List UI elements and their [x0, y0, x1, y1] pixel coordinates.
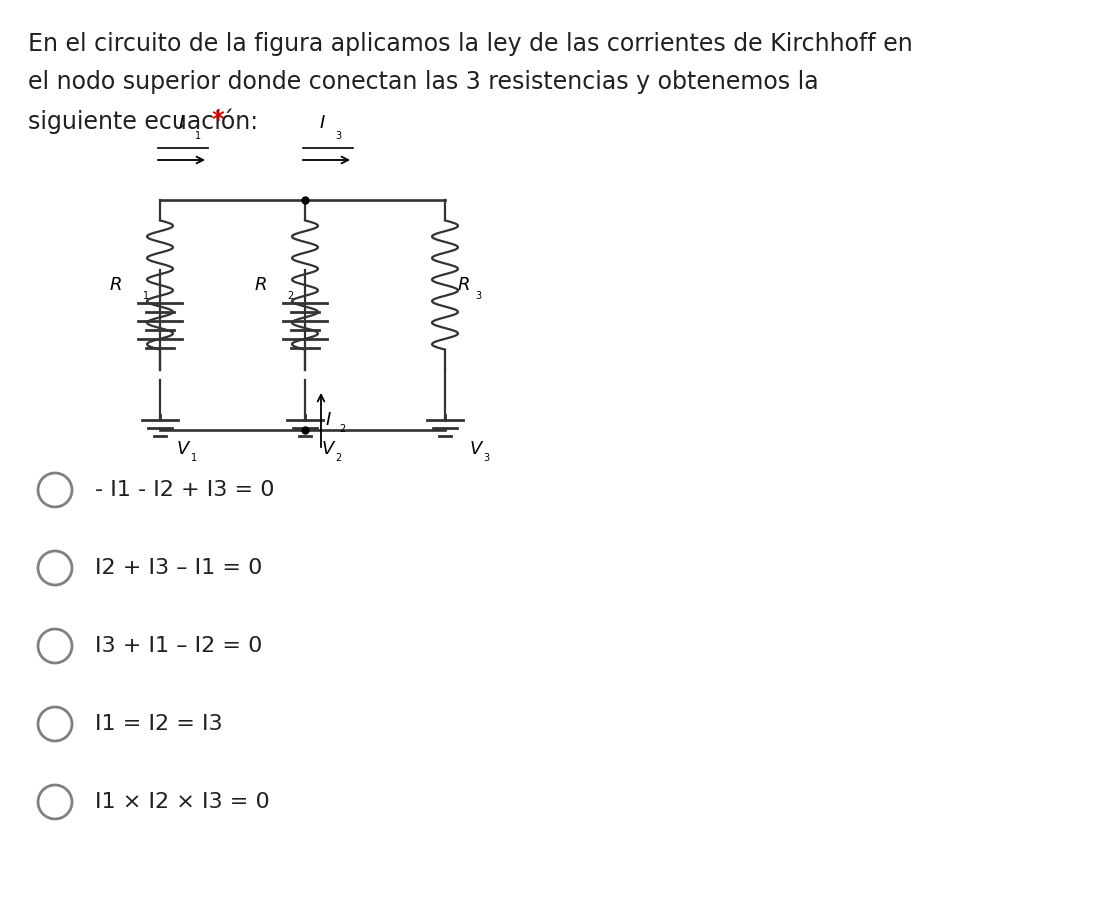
Text: $R$: $R$	[457, 276, 470, 294]
Text: $_2$: $_2$	[286, 288, 294, 302]
Text: $V$: $V$	[469, 440, 484, 458]
Text: I1 × I2 × I3 = 0: I1 × I2 × I3 = 0	[95, 792, 270, 812]
Text: $_2$: $_2$	[340, 421, 346, 435]
Text: $_3$: $_3$	[483, 450, 491, 464]
Text: *: *	[204, 108, 225, 132]
Text: $R$: $R$	[109, 276, 122, 294]
Text: $_3$: $_3$	[474, 288, 482, 302]
Text: I3 + I1 – I2 = 0: I3 + I1 – I2 = 0	[95, 636, 262, 656]
Text: $_1$: $_1$	[190, 450, 197, 464]
Text: $V$: $V$	[321, 440, 336, 458]
Text: En el circuito de la figura aplicamos la ley de las corrientes de Kirchhoff en: En el circuito de la figura aplicamos la…	[28, 32, 912, 56]
Text: $I$: $I$	[319, 114, 326, 132]
Text: I2 + I3 – I1 = 0: I2 + I3 – I1 = 0	[95, 558, 262, 578]
Text: $_2$: $_2$	[335, 450, 343, 464]
Text: $I$: $I$	[178, 114, 185, 132]
Text: el nodo superior donde conectan las 3 resistencias y obtenemos la: el nodo superior donde conectan las 3 re…	[28, 70, 818, 94]
Text: $_3$: $_3$	[335, 128, 343, 142]
Text: $V$: $V$	[176, 440, 191, 458]
Text: $_1$: $_1$	[194, 128, 201, 142]
Text: siguiente ecuación:: siguiente ecuación:	[28, 108, 258, 133]
Text: I1 = I2 = I3: I1 = I2 = I3	[95, 714, 222, 734]
Text: $_1$: $_1$	[142, 288, 149, 302]
Text: $I$: $I$	[325, 411, 332, 429]
Text: - I1 - I2 + I3 = 0: - I1 - I2 + I3 = 0	[95, 480, 274, 500]
Text: $R$: $R$	[254, 276, 267, 294]
